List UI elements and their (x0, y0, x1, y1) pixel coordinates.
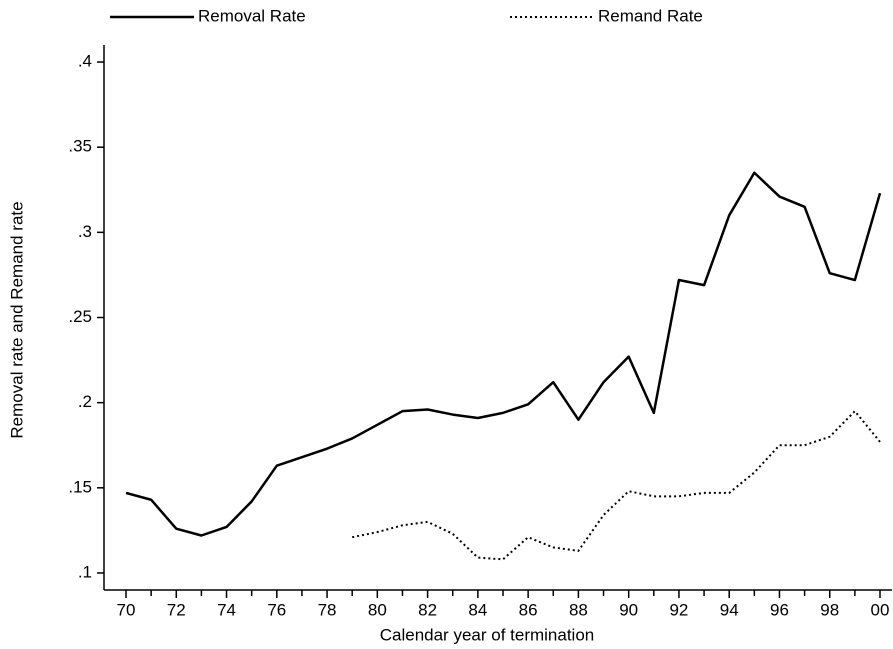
x-tick-label: 84 (468, 600, 487, 619)
series-line (352, 410, 881, 561)
y-tick-label: .2 (78, 392, 92, 411)
x-tick-label: 92 (669, 600, 688, 619)
y-tick-label: .3 (78, 222, 92, 241)
x-tick-label: 80 (368, 600, 387, 619)
x-tick-label: 98 (820, 600, 839, 619)
x-tick-label: 88 (569, 600, 588, 619)
x-axis-title: Calendar year of termination (380, 625, 595, 644)
series-line (125, 171, 882, 537)
y-tick-label: .35 (68, 137, 92, 156)
x-tick-label: 00 (871, 600, 890, 619)
y-tick-label: .4 (78, 52, 92, 71)
y-tick-label: .1 (78, 562, 92, 581)
x-tick-label: 72 (167, 600, 186, 619)
x-tick-label: 90 (619, 600, 638, 619)
x-tick-label: 94 (720, 600, 739, 619)
x-tick-label: 82 (418, 600, 437, 619)
legend-label: Removal Rate (198, 6, 306, 25)
x-tick-label: 86 (519, 600, 538, 619)
y-tick-label: .25 (68, 307, 92, 326)
x-tick-label: 74 (217, 600, 236, 619)
x-tick-label: 78 (318, 600, 337, 619)
x-tick-label: 96 (770, 600, 789, 619)
x-tick-label: 76 (267, 600, 286, 619)
legend-label: Remand Rate (598, 6, 703, 25)
y-tick-label: .15 (68, 477, 92, 496)
x-tick-label: 70 (117, 600, 136, 619)
y-axis-title: Removal rate and Remand rate (7, 201, 26, 438)
